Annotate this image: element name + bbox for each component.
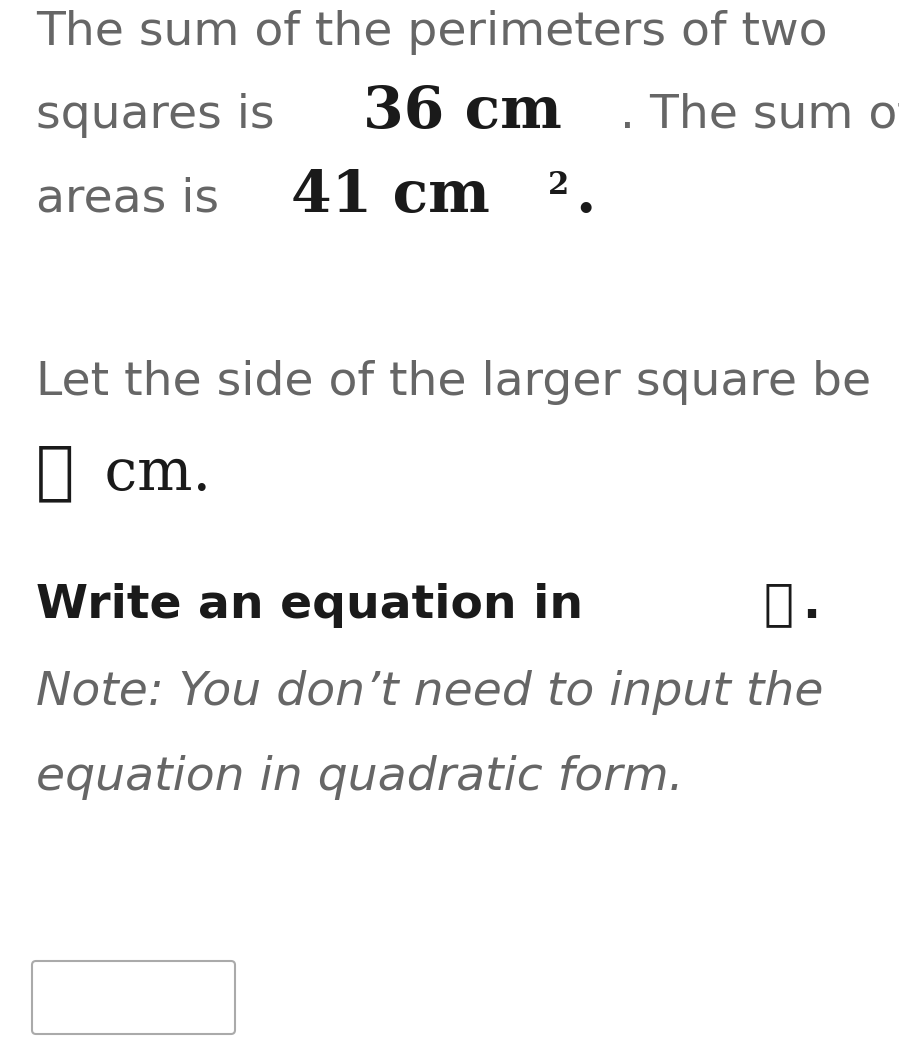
Text: 2: 2 [548,170,569,201]
Text: squares is: squares is [36,93,289,138]
Text: 41 cm: 41 cm [291,168,490,224]
Text: ℓ: ℓ [36,442,75,504]
Text: . The sum of their: . The sum of their [619,93,899,138]
Text: 36 cm: 36 cm [363,84,562,140]
FancyBboxPatch shape [32,961,235,1034]
Text: ℓ: ℓ [763,580,793,629]
Text: Note: You don’t need to input the: Note: You don’t need to input the [36,670,823,714]
Text: Let the side of the larger square be: Let the side of the larger square be [36,360,871,405]
Text: .: . [575,168,596,224]
Text: cm.: cm. [85,446,210,502]
Text: .: . [802,583,820,628]
Text: areas is: areas is [36,177,234,222]
Text: equation in quadratic form.: equation in quadratic form. [36,755,683,800]
Text: The sum of the perimeters of two: The sum of the perimeters of two [36,10,827,55]
Text: Write an equation in: Write an equation in [36,583,600,628]
